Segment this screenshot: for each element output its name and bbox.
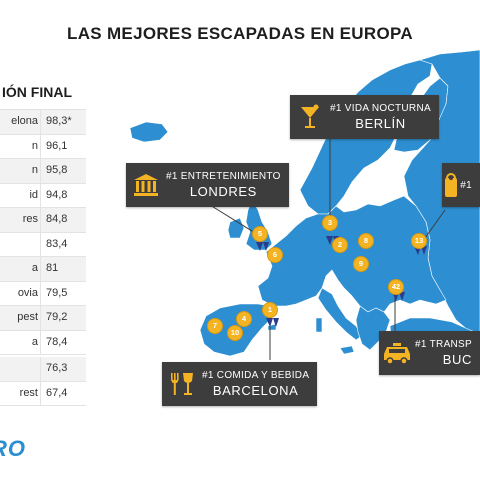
callout-food: #1 COMIDA Y BEBIDA BARCELONA	[162, 362, 318, 406]
callout-entertainment: #1 ENTRETENIMIENTO LONDRES	[126, 163, 289, 207]
map-pin: 6	[268, 248, 282, 262]
callout-city: BARCELONA	[212, 383, 299, 398]
table-row: res 84,8	[0, 208, 86, 233]
taxi-icon	[379, 331, 415, 375]
map-pin: 42	[389, 280, 403, 294]
map-pin: 1	[263, 303, 277, 317]
callout-hotel: #1	[442, 163, 480, 207]
door-hanger-icon	[442, 163, 460, 207]
callout-category: #1 COMIDA Y BEBIDA	[202, 370, 310, 381]
table-row: 76,3	[0, 357, 86, 382]
table-row: id 94,8	[0, 183, 86, 208]
callout-category: #1 ENTRETENIMIENTO	[166, 171, 281, 182]
ireland-shape	[227, 217, 245, 239]
map-pin: 2	[333, 238, 347, 252]
table-row: a 81	[0, 257, 86, 282]
table-row: n 95,8	[0, 159, 86, 184]
table-row: ovia 79,5	[0, 281, 86, 306]
callout-category: #1	[460, 179, 472, 191]
table-row: n 96,1	[0, 134, 86, 159]
brand-logo: RO	[0, 436, 26, 461]
callout-city: LONDRES	[189, 184, 257, 199]
fork-glass-icon	[162, 362, 202, 406]
map-pin: 8	[359, 234, 373, 248]
callout-nightlife: #1 VIDA NOCTURNA BERLÍN	[290, 95, 439, 139]
table-row: pest 79,2	[0, 306, 86, 331]
connector-line-hotel	[424, 209, 446, 239]
table-row: 83,4	[0, 232, 86, 257]
map-pin: 4	[237, 312, 251, 326]
callout-category: #1 TRANSP	[415, 339, 472, 350]
map-pin: 7	[208, 319, 222, 333]
map-pin: 3	[323, 216, 337, 230]
page-title: LAS MEJORES ESCAPADAS EN EUROPA	[67, 24, 413, 43]
callout-city: BUC	[442, 352, 472, 367]
iceland-shape	[129, 121, 169, 143]
table-row: rest 67,4	[0, 381, 86, 406]
ribbon-icon	[256, 242, 269, 251]
ranking-table: elona 98,3* n 96,1 n 95,8 id 94,8 res 84,8 83…	[0, 109, 86, 406]
table-row: elona 98,3*	[0, 110, 86, 135]
map-pin: 9	[354, 257, 368, 271]
map-pin: 10	[228, 326, 242, 340]
map-pin: 13	[412, 234, 426, 248]
table-row: a 78,4	[0, 330, 86, 355]
ribbon-icon	[266, 318, 279, 327]
callout-transport: #1 TRANSP BUC	[379, 331, 480, 375]
sardinia-shape	[315, 317, 323, 333]
ribbon-icon	[414, 246, 427, 255]
cocktail-icon	[290, 95, 330, 139]
callout-category: #1 VIDA NOCTURNA	[330, 103, 431, 114]
museum-icon	[126, 163, 166, 207]
callout-city: BERLÍN	[355, 116, 406, 131]
connector-line-london	[209, 204, 261, 237]
italy-shape	[317, 287, 363, 341]
ribbon-icon	[392, 292, 405, 301]
sicily-shape	[339, 345, 355, 355]
map-pin: 5	[253, 227, 267, 241]
